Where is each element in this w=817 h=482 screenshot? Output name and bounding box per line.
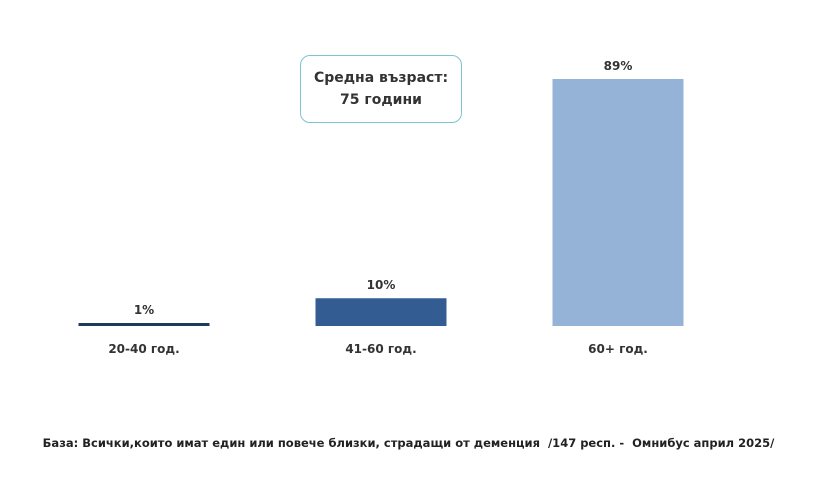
data-label-2: 10% (367, 278, 396, 292)
callout-value: 75 години (340, 92, 422, 108)
bar-3 (552, 79, 684, 326)
data-label-1: 1% (134, 303, 154, 317)
bar-2 (315, 298, 447, 326)
base-footnote: База: Всички,които имат един или повече … (42, 436, 775, 450)
bar-1 (78, 323, 210, 326)
data-label-3: 89% (604, 59, 633, 73)
average-age-callout: Средна възраст: 75 години (300, 55, 462, 123)
category-label-3: 60+ год. (588, 342, 648, 356)
category-label-2: 41-60 год. (345, 342, 416, 356)
callout-title: Средна възраст: (313, 70, 449, 86)
category-label-1: 20-40 год. (108, 342, 179, 356)
